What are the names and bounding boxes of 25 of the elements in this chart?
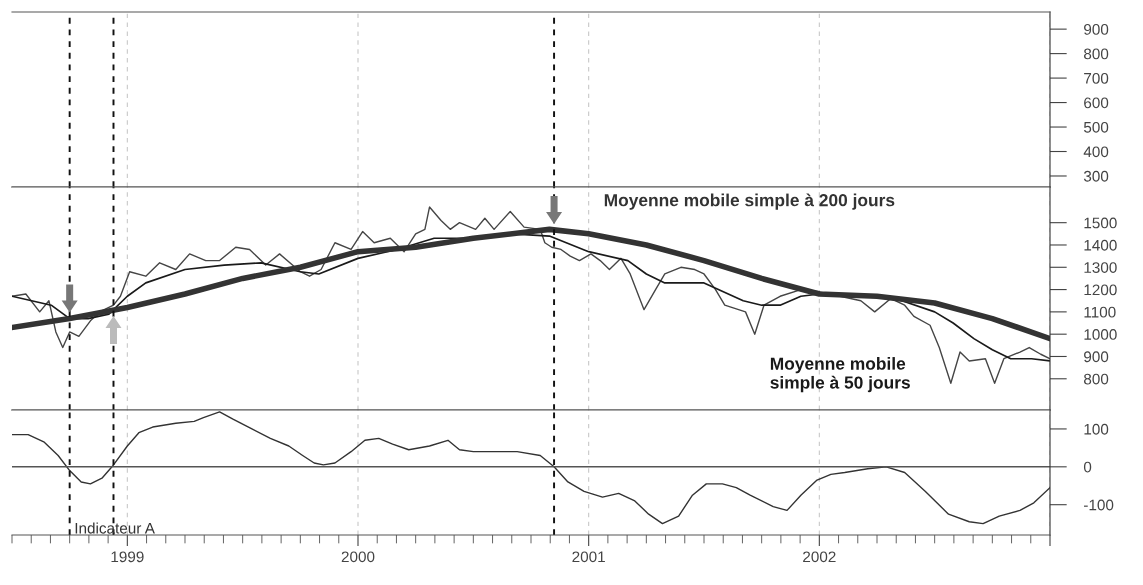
y-tick-label: 1100: [1084, 306, 1116, 318]
y-tick-label: 1000: [1084, 329, 1117, 340]
y-tick-label: 600: [1084, 97, 1109, 109]
x-tick-label: 2001: [572, 551, 605, 563]
y-tick-label: 0: [1083, 461, 1092, 473]
y-tick-label: 300: [1083, 170, 1109, 182]
y-tick-label: 800: [1084, 48, 1109, 60]
text: Indicateur A: [75, 522, 155, 534]
y-tick-label: 100: [1084, 423, 1109, 435]
y-tick-label: 1300: [1084, 262, 1117, 273]
text: Moyenne mobile simple à 50 jours: [770, 357, 910, 393]
y-tick-label: 1400: [1084, 239, 1117, 251]
y-tick-label: 800: [1084, 373, 1109, 385]
x-tick-label: 2002: [803, 551, 836, 563]
x-tick-label: 2000: [341, 551, 375, 563]
y-tick-label: 400: [1083, 146, 1109, 158]
y-tick-label: 1500: [1084, 217, 1117, 229]
y-tick-label: -100: [1084, 499, 1114, 511]
y-tick-label: 900: [1084, 24, 1109, 35]
y-tick-label: 1200: [1084, 284, 1117, 296]
y-tick-label: 900: [1084, 351, 1109, 363]
y-tick-label: 500: [1083, 121, 1109, 133]
series-label: Moyenne mobile simple à 200 jours: [604, 193, 895, 210]
y-tick-label: 700: [1084, 72, 1109, 84]
x-tick-label: 1999: [111, 551, 144, 563]
